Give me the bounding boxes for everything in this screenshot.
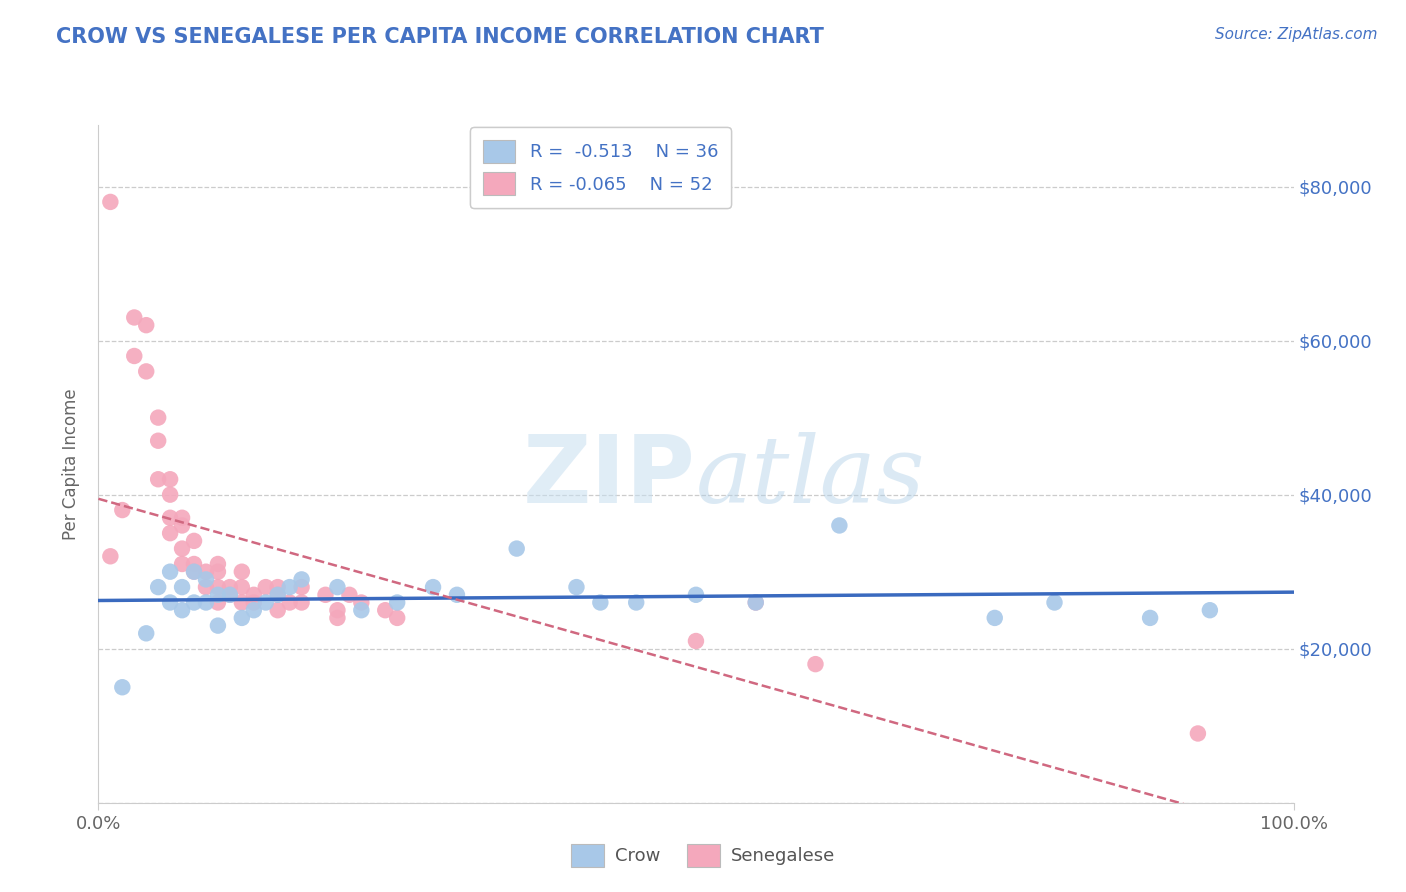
Point bbox=[243, 603, 266, 617]
Point bbox=[135, 626, 157, 640]
Point bbox=[159, 565, 181, 579]
Point bbox=[172, 541, 194, 556]
Point bbox=[984, 611, 1007, 625]
Y-axis label: Per Capita Income: Per Capita Income bbox=[62, 388, 80, 540]
Point bbox=[339, 588, 360, 602]
Point bbox=[207, 595, 229, 609]
Point bbox=[374, 603, 396, 617]
Point bbox=[243, 588, 266, 602]
Point bbox=[207, 588, 229, 602]
Point bbox=[98, 549, 122, 564]
Legend: R =  -0.513    N = 36, R = -0.065    N = 52: R = -0.513 N = 36, R = -0.065 N = 52 bbox=[470, 128, 731, 208]
Point bbox=[183, 595, 205, 609]
Point bbox=[183, 565, 205, 579]
Point bbox=[267, 588, 290, 602]
Point bbox=[219, 588, 242, 602]
Point bbox=[111, 503, 134, 517]
Point bbox=[98, 194, 122, 209]
Point bbox=[172, 557, 194, 571]
Point bbox=[446, 588, 468, 602]
Point bbox=[172, 518, 194, 533]
Point bbox=[207, 618, 229, 632]
Point bbox=[278, 595, 301, 609]
Point bbox=[685, 588, 707, 602]
Point bbox=[828, 518, 851, 533]
Point bbox=[267, 603, 290, 617]
Point bbox=[219, 580, 242, 594]
Point bbox=[111, 680, 134, 694]
Point bbox=[194, 573, 218, 587]
Point bbox=[172, 510, 194, 524]
Point bbox=[207, 565, 229, 579]
Point bbox=[172, 603, 194, 617]
Point bbox=[183, 557, 205, 571]
Point bbox=[254, 580, 277, 594]
Point bbox=[804, 657, 827, 672]
Point bbox=[231, 580, 253, 594]
Point bbox=[159, 595, 181, 609]
Point bbox=[350, 603, 373, 617]
Point bbox=[315, 588, 337, 602]
Legend: Crow, Senegalese: Crow, Senegalese bbox=[564, 837, 842, 874]
Point bbox=[194, 595, 218, 609]
Point bbox=[326, 611, 349, 625]
Text: Source: ZipAtlas.com: Source: ZipAtlas.com bbox=[1215, 27, 1378, 42]
Point bbox=[1043, 595, 1066, 609]
Point bbox=[565, 580, 588, 594]
Point bbox=[159, 472, 181, 486]
Text: atlas: atlas bbox=[696, 433, 925, 523]
Point bbox=[267, 580, 290, 594]
Point bbox=[254, 595, 277, 609]
Point bbox=[194, 565, 218, 579]
Point bbox=[148, 472, 170, 486]
Point bbox=[1187, 726, 1209, 740]
Point bbox=[745, 595, 768, 609]
Point bbox=[291, 573, 314, 587]
Point bbox=[267, 588, 290, 602]
Point bbox=[685, 634, 707, 648]
Point bbox=[291, 580, 314, 594]
Point bbox=[148, 410, 170, 425]
Point bbox=[231, 611, 253, 625]
Point bbox=[159, 510, 181, 524]
Point bbox=[589, 595, 612, 609]
Point bbox=[148, 434, 170, 448]
Point bbox=[506, 541, 529, 556]
Point bbox=[231, 565, 253, 579]
Point bbox=[207, 557, 229, 571]
Point bbox=[135, 318, 157, 333]
Point bbox=[183, 565, 205, 579]
Point bbox=[278, 580, 301, 594]
Text: CROW VS SENEGALESE PER CAPITA INCOME CORRELATION CHART: CROW VS SENEGALESE PER CAPITA INCOME COR… bbox=[56, 27, 824, 46]
Point bbox=[385, 611, 409, 625]
Point bbox=[385, 595, 409, 609]
Point bbox=[159, 488, 181, 502]
Point bbox=[231, 595, 253, 609]
Point bbox=[326, 580, 349, 594]
Point bbox=[159, 526, 181, 541]
Point bbox=[219, 588, 242, 602]
Point bbox=[745, 595, 768, 609]
Point bbox=[183, 533, 205, 548]
Point bbox=[207, 580, 229, 594]
Point bbox=[194, 580, 218, 594]
Point bbox=[243, 595, 266, 609]
Point bbox=[1198, 603, 1220, 617]
Point bbox=[1139, 611, 1161, 625]
Text: ZIP: ZIP bbox=[523, 432, 696, 524]
Point bbox=[626, 595, 648, 609]
Point bbox=[124, 310, 146, 325]
Point bbox=[124, 349, 146, 363]
Point bbox=[291, 595, 314, 609]
Point bbox=[148, 580, 170, 594]
Point bbox=[350, 595, 373, 609]
Point bbox=[326, 603, 349, 617]
Point bbox=[422, 580, 444, 594]
Point bbox=[135, 364, 157, 378]
Point bbox=[172, 580, 194, 594]
